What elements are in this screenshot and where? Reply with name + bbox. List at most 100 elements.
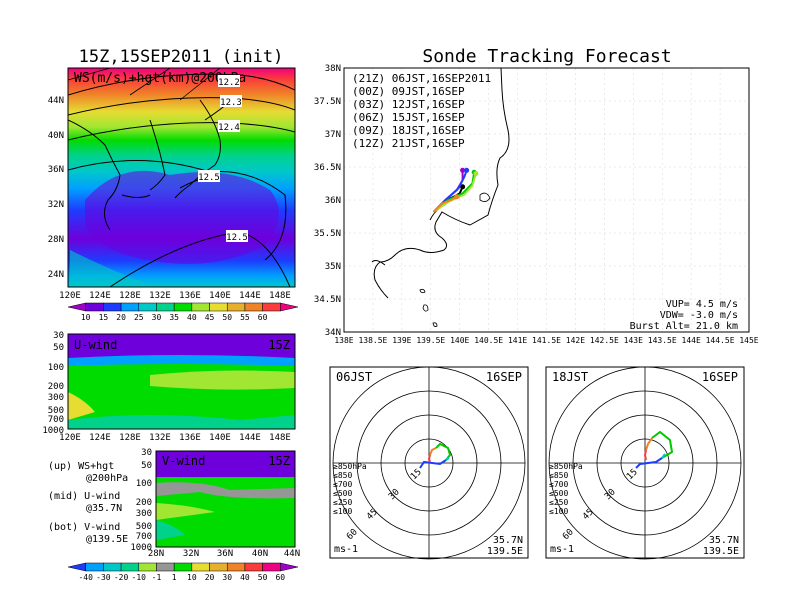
colorbar-swatch <box>173 562 193 572</box>
colorbar-label: 30 <box>222 573 232 582</box>
v-wind-colorbar: -40 -30 -20 -10 -1 1 10 20 30 40 50 60 <box>67 562 299 582</box>
level-entry: ≤500 <box>549 489 568 498</box>
lon-tick: 140.5E <box>474 336 503 345</box>
wind-speed-blob-purple <box>85 170 279 264</box>
legend-entry: (21Z) 06JST,16SEP2011 <box>352 72 491 85</box>
izu-islands <box>419 288 438 327</box>
track-end-point <box>460 184 466 190</box>
note-line: @35.7N <box>86 503 122 514</box>
contour-label-box <box>226 230 248 242</box>
track-end-point <box>460 167 466 173</box>
stat-vdw: VDW= -3.0 m/s <box>660 310 738 321</box>
lat-tick: 36N <box>217 549 233 559</box>
colorbar-label: 20 <box>205 573 215 582</box>
lat-tick: 32N <box>183 549 199 559</box>
colorbar-label: 45 <box>205 313 215 322</box>
legend-entry: (03Z) 12JST,16SEP <box>352 98 465 111</box>
u-wind-lon-ticks: 120E 124E 128E 132E 136E 140E 144E 148E <box>59 433 291 443</box>
contour-labels: 12.2 12.3 12.4 12.5 12.5 <box>198 75 248 243</box>
height-contour <box>68 97 295 116</box>
p-tick: 200 <box>136 498 152 508</box>
colorbar-label: 50 <box>258 573 268 582</box>
lat-tick: 34N <box>325 328 341 338</box>
hodograph-left-trace-red <box>427 454 431 463</box>
track-line <box>432 195 458 213</box>
hodograph-left-trace-green <box>435 442 452 461</box>
note-line: @139.5E <box>86 534 128 545</box>
hodograph-left: 06JST 16SEP 15 30 45 60 ms-1 35.7N 139.5… <box>329 366 529 560</box>
height-contour <box>68 73 295 96</box>
wind-speed-blob-cyan <box>70 250 150 287</box>
hodograph-right-trace-blue <box>635 457 663 469</box>
p-tick: 300 <box>48 393 64 403</box>
hodograph-right-trace-green <box>651 430 674 459</box>
lon-tick: 140E <box>209 433 231 443</box>
colorbar-swatch <box>226 562 246 572</box>
legend-entry: (12Z) 21JST,16SEP <box>352 137 465 150</box>
hodograph-right-time: 18JST <box>552 370 588 384</box>
lat-tick: 38N <box>325 64 341 74</box>
lat-tick: 44N <box>284 549 300 559</box>
hodograph-right: 18JST 16SEP 15 30 45 60 ms-1 35.7N 139.5… <box>545 366 745 560</box>
hodograph-left-trace-orange <box>429 447 437 456</box>
wind-speed-map: WS(m/s)+hgt(km)@200hPa 12.2 12.3 12.4 12… <box>48 67 296 301</box>
colorbar-swatch <box>85 562 104 572</box>
colorbar-swatch <box>156 302 175 312</box>
note-line: (bot) V-wind <box>48 522 120 533</box>
note-line: (up) WS+hgt <box>48 461 114 472</box>
colorbar-label: 1 <box>172 573 177 582</box>
colorbar-swatch <box>244 302 263 312</box>
hodograph-left-date: 16SEP <box>486 370 522 384</box>
colorbar-label: -1 <box>152 573 162 582</box>
p-tick: 30 <box>141 448 152 458</box>
panel-notes: (up) WS+hgt @200hPa (mid) U-wind @35.7N … <box>48 461 128 545</box>
colorbar-label: -10 <box>132 573 147 582</box>
lat-tick: 40N <box>252 549 268 559</box>
level-legend-left: ≥850hPa ≤850 ≤700 ≤500 ≤250 ≤100 <box>333 462 367 516</box>
contour-label: 12.5 <box>226 233 248 243</box>
lon-tick: 148E <box>269 433 291 443</box>
lon-tick: 141.5E <box>532 336 561 345</box>
hodograph-right-trace-cyan <box>661 453 666 459</box>
level-entry: ≤100 <box>333 507 352 516</box>
track-lon-ticks: 138E 138.5E 139E 139.5E 140E 140.5E 141E 141.5E… <box>334 336 758 345</box>
u-wind-band-yellow <box>68 392 95 420</box>
colorbar-label: -30 <box>96 573 111 582</box>
hodograph-right-trace-orange <box>645 437 653 451</box>
colorbar-swatch <box>120 302 140 312</box>
level-entry: ≥850hPa <box>549 462 583 471</box>
colorbar-swatch <box>226 302 246 312</box>
lat-tick: 36N <box>325 196 341 206</box>
v-wind-frame <box>155 450 296 548</box>
lon-tick: 144E <box>239 433 261 443</box>
contour-label-box <box>198 170 220 182</box>
coastline <box>68 99 233 231</box>
u-wind-band-purple <box>68 334 295 358</box>
lon-tick: 145E <box>739 336 758 345</box>
p-tick: 50 <box>53 343 64 353</box>
legend-entry: (09Z) 18JST,16SEP <box>352 124 465 137</box>
lat-tick: 40N <box>48 131 64 141</box>
height-contour <box>68 159 287 261</box>
v-wind-label: V-wind <box>162 454 205 468</box>
v-wind-p-ticks: 30 50 100 200 300 500 700 1000 <box>130 448 152 553</box>
colorbar-label: 10 <box>81 313 91 322</box>
lon-tick: 136E <box>179 291 201 301</box>
lat-tick: 24N <box>48 270 64 280</box>
lon-tick: 120E <box>59 291 81 301</box>
colorbar-swatch <box>156 562 175 572</box>
lon-tick: 148E <box>269 291 291 301</box>
track-end-point <box>464 167 470 173</box>
right-title: Sonde Tracking Forecast <box>422 46 671 67</box>
legend-entry: (00Z) 09JST,16SEP <box>352 85 465 98</box>
colorbar-label: 30 <box>152 313 162 322</box>
hodograph-left-unit: ms-1 <box>334 544 358 555</box>
lat-tick: 28N <box>48 235 64 245</box>
colorbar-swatch <box>191 302 210 312</box>
lon-tick: 128E <box>119 291 141 301</box>
colorbar-end <box>280 302 299 312</box>
contour-label: 12.3 <box>220 98 242 108</box>
v-wind-band-gray <box>156 482 295 499</box>
level-entry: ≤500 <box>333 489 352 498</box>
lon-tick: 132E <box>149 291 171 301</box>
